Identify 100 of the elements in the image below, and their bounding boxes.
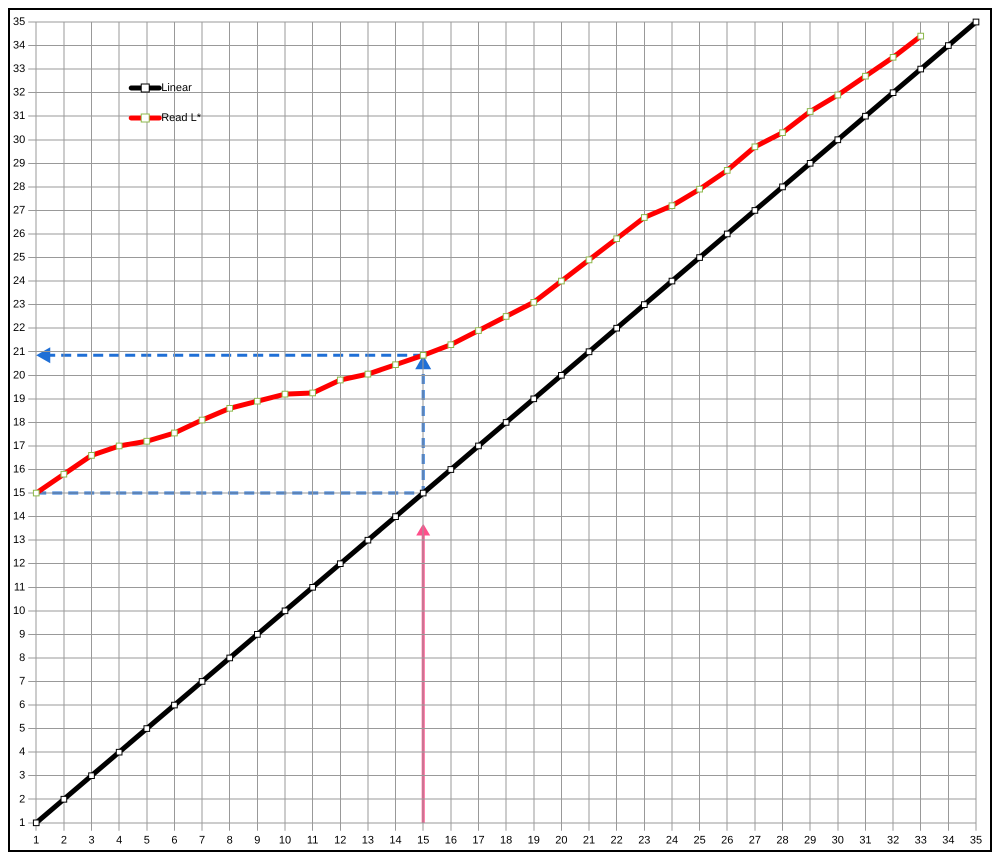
point [806, 160, 814, 167]
y-tick-label: 19 [12, 392, 26, 405]
x-tick-label: 13 [362, 834, 374, 846]
x-tick-label: 10 [278, 834, 292, 846]
point [364, 536, 372, 544]
y-tick-label: 27 [12, 204, 26, 216]
y-tick-label: 22 [12, 322, 26, 334]
point [171, 702, 178, 708]
y-tick-label: 31 [12, 110, 26, 122]
x-tick-label: 28 [776, 834, 789, 846]
x-tick-label: 3 [88, 834, 95, 846]
y-tick-label: 7 [19, 676, 26, 688]
x-tick-label: 17 [472, 834, 485, 846]
y-tick-label: 2 [19, 793, 26, 806]
point [336, 560, 344, 568]
y-tick-label: 33 [12, 63, 26, 76]
y-tick-label: 13 [12, 534, 26, 546]
x-tick-label: 29 [804, 834, 816, 846]
point [226, 654, 234, 662]
y-tick-label: 9 [19, 628, 26, 640]
x-tick-label: 6 [171, 834, 178, 846]
x-tick-label: 1 [33, 834, 40, 846]
point [420, 490, 427, 496]
x-tick-label: 19 [528, 834, 540, 846]
y-tick-label: 32 [12, 86, 26, 99]
point [972, 18, 980, 26]
y-tick-label: 24 [12, 275, 26, 288]
x-tick-label: 30 [832, 834, 844, 846]
y-tick-label: 11 [14, 581, 26, 594]
x-tick-label: 12 [334, 834, 346, 846]
y-tick-label: 28 [12, 180, 26, 193]
legend-label: Linear [161, 82, 192, 94]
x-tick-label: 4 [116, 834, 122, 846]
point [530, 396, 538, 402]
x-tick-label: 15 [417, 834, 430, 846]
point [834, 136, 842, 144]
y-tick-label: 16 [12, 464, 26, 476]
y-tick-label: 30 [12, 134, 26, 146]
y-tick-label: 25 [12, 252, 26, 264]
y-tick-label: 34 [12, 40, 26, 52]
point [32, 819, 40, 826]
x-tick-label: 22 [610, 834, 623, 846]
x-tick-label: 35 [970, 834, 982, 846]
x-tick-label: 21 [582, 834, 596, 846]
x-tick-label: 8 [226, 834, 233, 846]
point [917, 66, 924, 72]
x-tick-label: 31 [859, 834, 872, 846]
x-tick-label: 9 [254, 834, 260, 846]
x-tick-label: 7 [199, 834, 206, 846]
point [668, 278, 676, 284]
point [586, 348, 592, 356]
point [392, 513, 399, 520]
point [502, 419, 510, 426]
y-tick-label: 5 [19, 722, 26, 735]
x-tick-label: 11 [306, 834, 318, 846]
point [890, 89, 896, 96]
point [198, 678, 206, 685]
x-tick-label: 16 [444, 834, 457, 846]
y-tick-label: 20 [12, 369, 26, 382]
point [752, 207, 758, 214]
y-tick-label: 6 [19, 699, 26, 712]
point [88, 772, 95, 780]
x-tick-label: 24 [666, 834, 678, 846]
point [60, 796, 68, 803]
point [696, 254, 703, 261]
x-tick-label: 32 [886, 834, 900, 846]
point [558, 372, 565, 379]
y-tick-label: 23 [12, 298, 26, 311]
y-tick-label: 26 [12, 228, 26, 240]
x-tick-label: 5 [144, 834, 150, 846]
x-tick-label: 18 [500, 834, 512, 846]
point [116, 748, 122, 756]
y-tick-label: 21 [12, 346, 26, 358]
x-tick-label: 25 [693, 834, 706, 846]
x-tick-label: 14 [389, 834, 402, 846]
y-tick-label: 18 [12, 416, 26, 428]
point [613, 324, 620, 332]
y-tick-label: 29 [12, 157, 26, 170]
point [945, 42, 952, 49]
point [448, 466, 454, 473]
x-tick-label: 2 [60, 834, 67, 846]
y-tick-label: 35 [12, 16, 26, 28]
y-tick-label: 15 [12, 487, 26, 500]
y-tick-label: 8 [19, 652, 26, 664]
point [475, 442, 482, 450]
x-tick-label: 27 [748, 834, 762, 846]
y-tick-label: 10 [12, 604, 26, 617]
point [640, 301, 648, 308]
x-tick-label: 20 [555, 834, 568, 846]
y-tick-label: 1 [19, 816, 26, 829]
x-tick-label: 26 [721, 834, 734, 846]
y-tick-label: 4 [19, 746, 26, 758]
point [724, 230, 731, 238]
point [309, 584, 316, 591]
y-tick-label: 14 [12, 510, 26, 523]
point [282, 607, 288, 614]
y-tick-label: 17 [12, 440, 26, 452]
point [779, 184, 786, 190]
x-tick-label: 34 [942, 834, 954, 846]
y-tick-label: 3 [19, 770, 26, 782]
